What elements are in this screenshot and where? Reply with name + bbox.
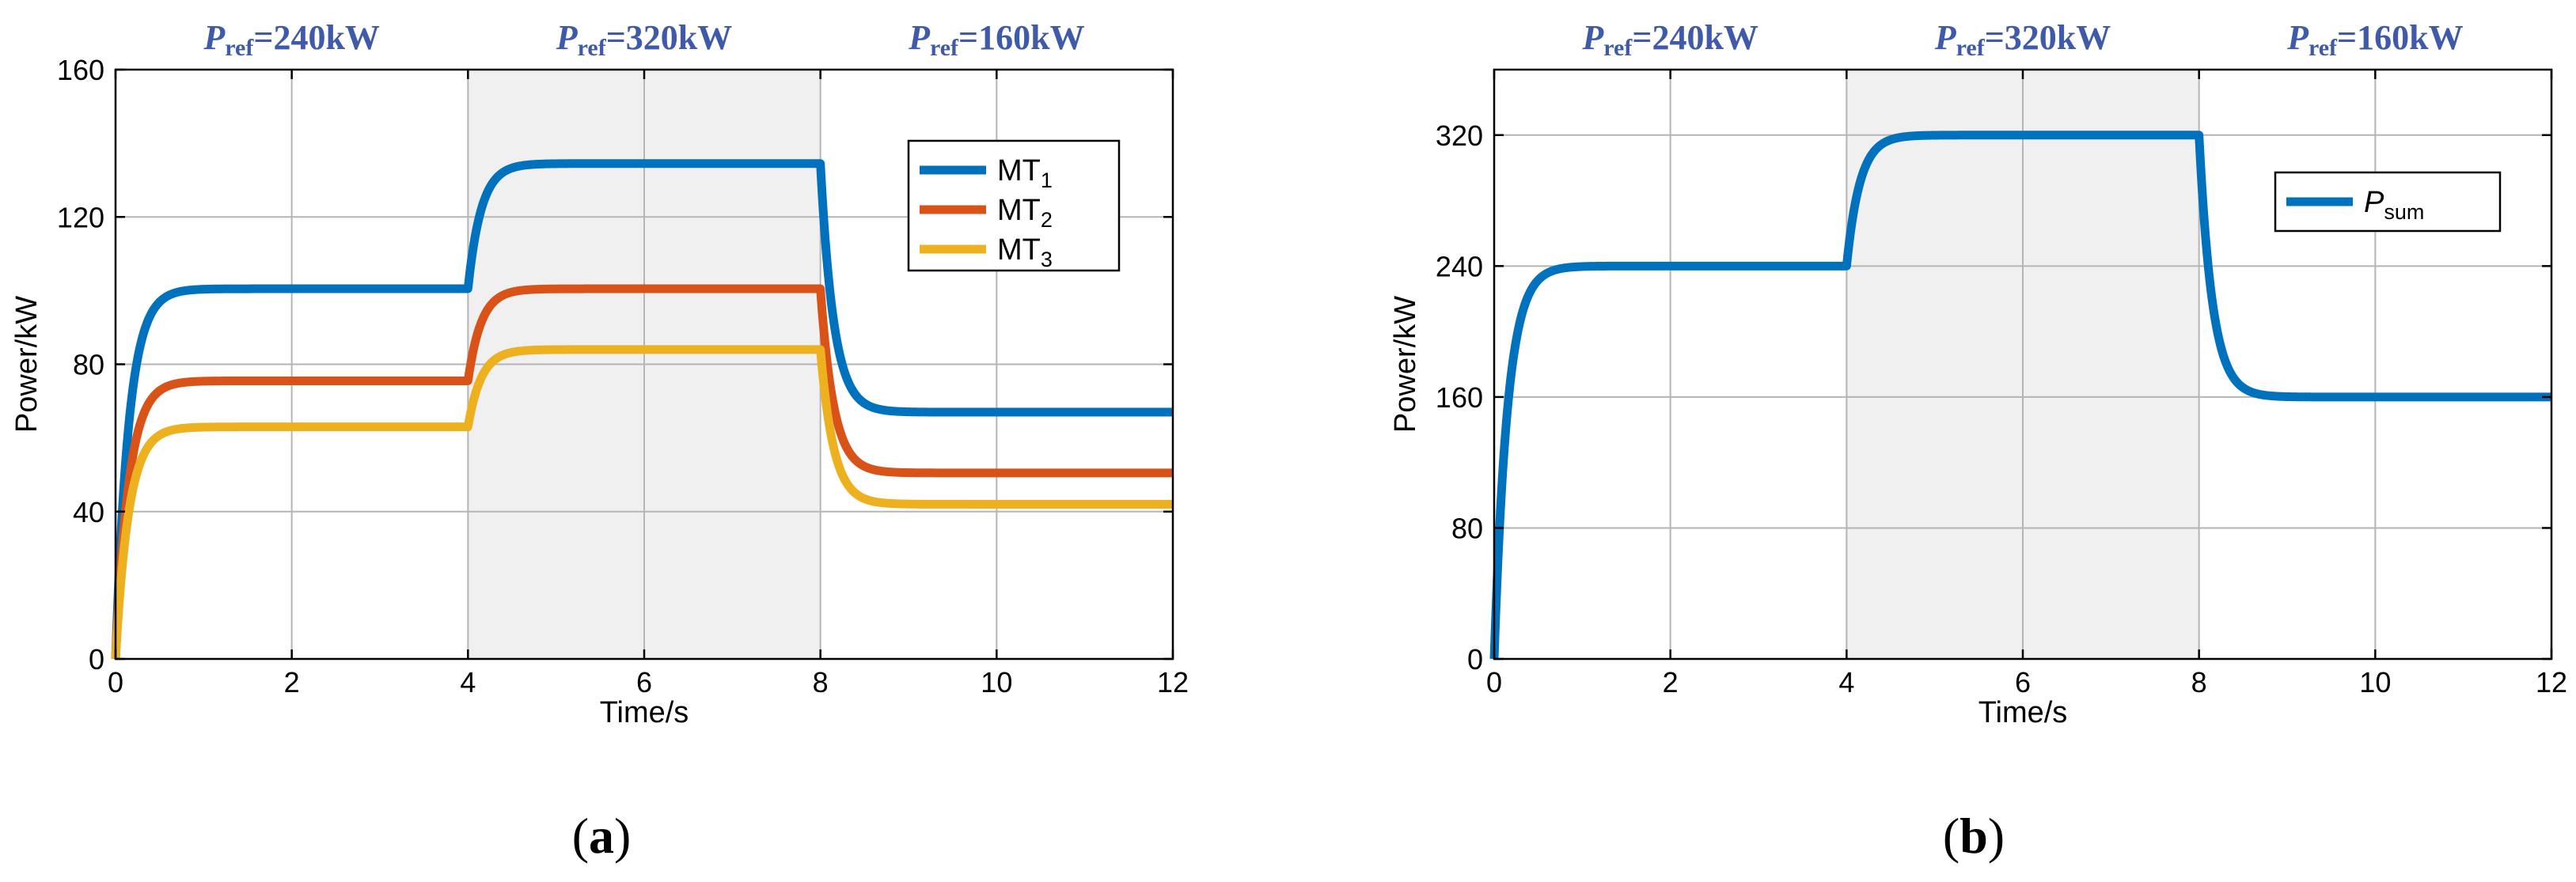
x-tick-label: 12 <box>2536 666 2567 698</box>
x-tick-label: 2 <box>284 666 300 698</box>
pref-value: =160kW <box>958 18 1085 57</box>
y-tick-label: 40 <box>73 496 104 528</box>
y-axis-label: Power/kW <box>1389 296 1422 433</box>
y-tick-label: 80 <box>73 349 104 381</box>
x-tick-label: 2 <box>1663 666 1679 698</box>
caption-letter: a <box>589 808 614 864</box>
pref-value: =240kW <box>1632 18 1758 57</box>
legend: Psum <box>2274 171 2502 233</box>
pref-sub: ref <box>225 35 254 61</box>
series-line-mt2 <box>111 284 1177 660</box>
x-axis-label: Time/s <box>1978 696 2068 729</box>
x-tick-label: 0 <box>1486 666 1502 698</box>
x-tick-label: 10 <box>2359 666 2391 698</box>
legend-sub: 1 <box>1041 168 1053 192</box>
panel-caption: (a) <box>572 808 632 864</box>
x-tick-label: 4 <box>460 666 476 698</box>
legend-name: MT <box>997 194 1041 227</box>
caption-close: ) <box>1988 808 2005 864</box>
x-tick-label: 12 <box>1157 666 1189 698</box>
legend-sub: sum <box>2384 200 2424 224</box>
x-tick-label: 0 <box>108 666 123 698</box>
series-line-psum <box>1489 131 2555 660</box>
legend-label: MT1 <box>997 154 1053 192</box>
x-tick-label: 6 <box>636 666 652 698</box>
x-axis-label: Time/s <box>600 696 689 729</box>
pref-main: P <box>908 18 931 57</box>
y-tick-label: 160 <box>57 54 104 86</box>
pref-annotation: Pref=240kW <box>1581 18 1758 61</box>
y-tick-label: 160 <box>1436 381 1483 414</box>
caption-close: ) <box>614 808 631 864</box>
legend-label: MT3 <box>997 233 1053 271</box>
pref-main: P <box>1581 18 1604 57</box>
y-tick-label: 320 <box>1436 119 1483 152</box>
y-tick-label: 240 <box>1436 250 1483 282</box>
y-tick-label: 0 <box>89 643 104 676</box>
pref-sub: ref <box>578 35 607 61</box>
caption-open: ( <box>572 808 589 864</box>
pref-main: P <box>2286 18 2309 57</box>
pref-sub: ref <box>1956 35 1986 61</box>
legend-label: MT2 <box>997 194 1053 232</box>
pref-main: P <box>556 18 579 57</box>
series-line-mt3 <box>111 345 1177 660</box>
caption-letter: b <box>1960 808 1988 864</box>
series-line-mt1 <box>111 159 1177 660</box>
x-tick-label: 8 <box>813 666 829 698</box>
legend-name: MT <box>997 233 1041 267</box>
pref-sub: ref <box>1603 35 1633 61</box>
caption-open: ( <box>1943 808 1960 864</box>
pref-main: P <box>1934 18 1957 57</box>
pref-value: =240kW <box>253 18 380 57</box>
pref-value: =320kW <box>606 18 733 57</box>
legend-sub: 2 <box>1041 208 1053 232</box>
pref-sub: ref <box>930 35 959 61</box>
chart-panel-b: 0 2 4 6 8 10 12080160240320Time/sPower/kWPref=… <box>1389 18 2567 864</box>
pref-annotation: Pref=320kW <box>556 18 733 61</box>
pref-value: =160kW <box>2337 18 2464 57</box>
x-tick-label: 4 <box>1838 666 1854 698</box>
legend-name: P <box>2364 186 2384 219</box>
pref-main: P <box>203 18 226 57</box>
chart-panel-a: 0 2 4 6 8 10 1204080120160Time/sPower/kWPref=2… <box>10 18 1189 864</box>
y-tick-label: 80 <box>1451 512 1483 544</box>
pref-annotation: Pref=240kW <box>203 18 380 61</box>
pref-sub: ref <box>2309 35 2338 61</box>
y-tick-label: 120 <box>57 201 104 233</box>
legend-sub: 3 <box>1041 248 1053 271</box>
x-tick-label: 8 <box>2191 666 2207 698</box>
panel-caption: (b) <box>1943 808 2005 864</box>
legend-name: MT <box>997 154 1041 187</box>
x-tick-label: 10 <box>981 666 1012 698</box>
pref-value: =320kW <box>1985 18 2111 57</box>
y-tick-label: 0 <box>1467 643 1483 676</box>
pref-annotation: Pref=160kW <box>908 18 1085 61</box>
x-tick-label: 6 <box>2015 666 2031 698</box>
legend-label: Psum <box>2364 186 2424 224</box>
pref-annotation: Pref=320kW <box>1934 18 2111 61</box>
y-axis-label: Power/kW <box>10 296 44 433</box>
pref-annotation: Pref=160kW <box>2286 18 2464 61</box>
